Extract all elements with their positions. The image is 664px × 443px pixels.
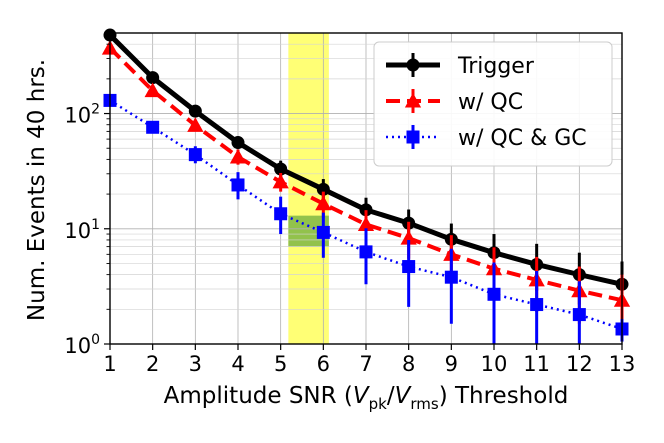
legend-marker (406, 130, 420, 144)
data-point (359, 245, 373, 259)
data-point (187, 117, 204, 132)
x-tick-label: 5 (274, 352, 287, 376)
x-tick-label: 11 (523, 352, 550, 376)
data-point (146, 71, 160, 85)
data-point (188, 148, 202, 162)
data-point (402, 260, 416, 274)
x-tick-label: 4 (231, 352, 244, 376)
y-tick-label: 100 (64, 332, 100, 358)
legend: Trigger w/ QC w/ QC & GC (373, 41, 613, 167)
data-point (231, 136, 245, 150)
x-tick-label: 13 (609, 352, 636, 376)
data-point (359, 203, 373, 217)
x-tick-label: 10 (481, 352, 508, 376)
data-point (487, 287, 501, 301)
data-point (400, 229, 417, 245)
data-point (229, 148, 247, 164)
data-point (274, 162, 288, 176)
x-tick-label: 7 (359, 352, 372, 376)
x-tick-label: 9 (445, 352, 458, 376)
data-point (146, 120, 160, 134)
legend-label: w/ QC & GC (458, 126, 587, 151)
data-point (572, 308, 586, 322)
data-point (188, 104, 202, 118)
legend-marker (404, 92, 422, 108)
y-axis-label: Num. Events in 40 hrs. (24, 59, 50, 321)
x-tick-label: 8 (402, 352, 415, 376)
legend-label: w/ QC (458, 90, 523, 115)
x-tick-label: 6 (317, 352, 330, 376)
data-point (316, 182, 330, 196)
legend-entry-0: Trigger (386, 53, 535, 79)
y-tick-label: 101 (64, 217, 100, 243)
legend-box (373, 41, 613, 167)
data-point (530, 298, 544, 312)
data-point (315, 195, 332, 211)
legend-entry-2: w/ QC & GC (386, 125, 587, 151)
x-tick-label: 1 (103, 352, 116, 376)
x-tick-label: 2 (146, 352, 159, 376)
data-point (357, 216, 375, 231)
data-point (231, 178, 245, 192)
data-point (272, 173, 289, 189)
data-point (274, 207, 288, 221)
series-2 (103, 93, 629, 344)
legend-entry-1: w/ QC (386, 89, 523, 115)
x-tick-label: 12 (566, 352, 593, 376)
legend-label: Trigger (457, 54, 535, 79)
legend-marker (406, 58, 420, 72)
y-tick-label: 102 (64, 102, 100, 128)
data-point (444, 270, 458, 284)
data-point (144, 82, 161, 98)
x-tick-label: 3 (189, 352, 202, 376)
x-axis-label: Amplitude SNR (Vpk/Vrms) Threshold (164, 383, 569, 413)
data-point (316, 225, 330, 239)
